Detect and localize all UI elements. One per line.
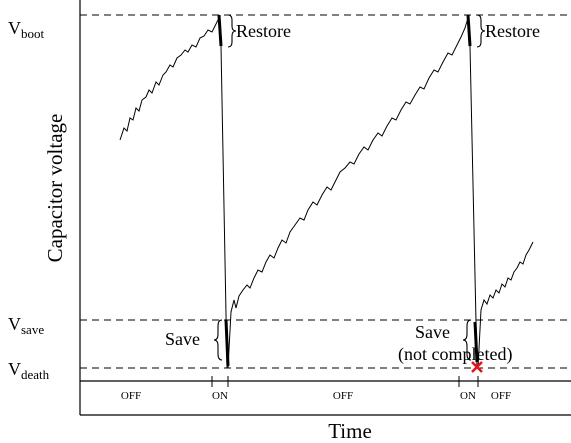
x-axis-title: Time	[328, 419, 372, 443]
y-axis-title: Capacitor voltage	[43, 114, 67, 263]
save-label-2-line1: Save	[415, 322, 450, 342]
save-brace-2	[462, 319, 472, 361]
save-label-1: Save	[165, 329, 200, 349]
charge-curve-2	[227, 17, 469, 369]
restore-label-1: Restore	[236, 21, 291, 41]
restore-segment-2	[466, 14, 472, 47]
save-label-2-line2: (not completed)	[398, 344, 512, 365]
restore-segment-1	[217, 14, 223, 47]
state-label-off-3: OFF	[491, 390, 511, 402]
restore-label-2: Restore	[485, 21, 540, 41]
v-boot-label: Vboot	[8, 18, 45, 41]
state-label-off-1: OFF	[121, 390, 141, 402]
state-label-on-1: ON	[212, 390, 228, 402]
on-drop-1	[220, 45, 228, 369]
charge-curve-1	[119, 17, 220, 141]
restore-brace-1	[227, 14, 237, 48]
save-segment-2	[473, 321, 479, 363]
state-label-on-2: ON	[460, 390, 476, 402]
save-brace-1	[213, 319, 223, 361]
state-label-off-2: OFF	[333, 390, 353, 402]
on-drop-2	[469, 45, 478, 369]
charge-curve-3	[477, 241, 534, 369]
v-death-label: Vdeath	[8, 359, 50, 382]
save-segment-1	[224, 319, 230, 367]
v-save-label: Vsave	[8, 314, 44, 337]
restore-brace-2	[476, 14, 486, 48]
x-mark-icon	[471, 361, 483, 373]
